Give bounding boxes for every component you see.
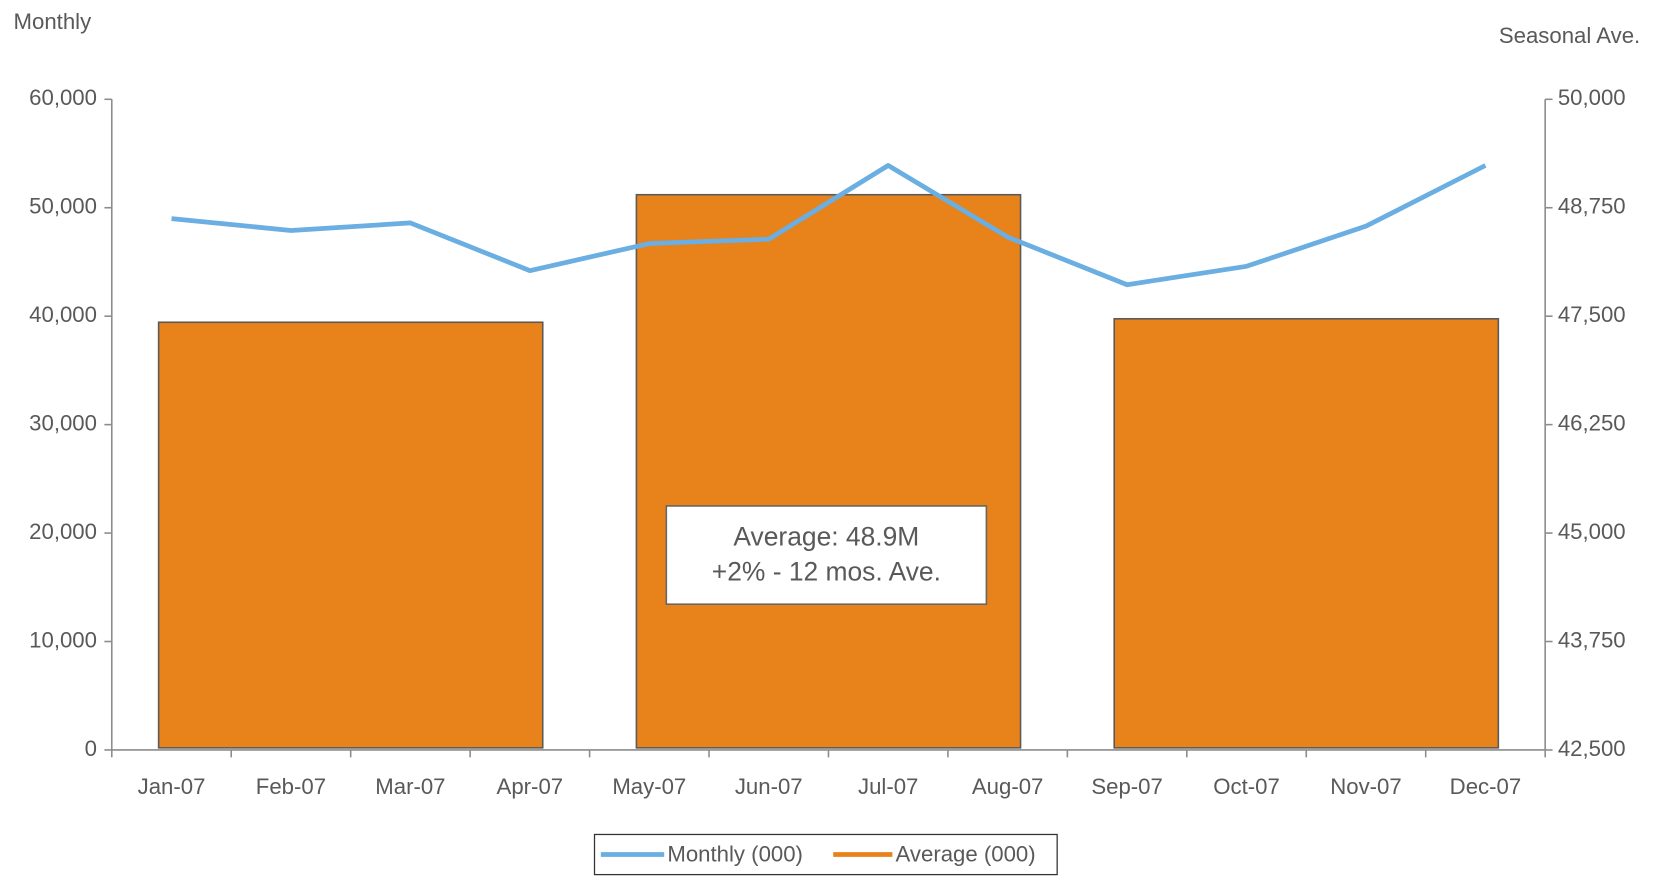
x-tick-label: Sep-07 xyxy=(1091,774,1163,799)
y2-tick-label: 45,000 xyxy=(1558,519,1626,544)
x-tick-label: Dec-07 xyxy=(1450,774,1521,799)
y-tick-label: 10,000 xyxy=(29,627,97,652)
x-tick-label: Mar-07 xyxy=(375,774,445,799)
y-tick-label: 40,000 xyxy=(29,302,97,327)
y-tick-label: 30,000 xyxy=(29,410,97,435)
bar xyxy=(157,321,544,749)
annotation: +2% - 12 mos. Ave. xyxy=(712,557,941,587)
y2-tick-label: 43,750 xyxy=(1558,627,1626,652)
y-tick-label: 20,000 xyxy=(29,519,97,544)
x-tick-label: Oct-07 xyxy=(1213,774,1280,799)
legend: Monthly (000) Average (000) xyxy=(593,833,1058,876)
x-tick-label: Apr-07 xyxy=(497,774,564,799)
line xyxy=(171,163,1487,288)
x-tick-label: May-07 xyxy=(612,774,686,799)
legend-label: Average (000) xyxy=(896,841,1036,866)
x-tick-label: Jul-07 xyxy=(858,774,918,799)
x-tick-label: Jan-07 xyxy=(138,774,206,799)
y-tick-label: 0 xyxy=(85,736,97,761)
x-tick-label: Jun-07 xyxy=(735,774,803,799)
y2-tick-label: 46,250 xyxy=(1558,410,1626,435)
y-tick-label: 60,000 xyxy=(29,85,97,110)
y2-tick-label: 50,000 xyxy=(1558,85,1626,110)
annotation-box xyxy=(665,505,988,605)
y2-axis-title: Seasonal Ave. xyxy=(1499,23,1640,48)
legend-box xyxy=(593,833,1058,876)
legend-label: Monthly (000) xyxy=(667,841,803,866)
bar xyxy=(635,193,1022,749)
y2-tick-label: 47,500 xyxy=(1558,302,1626,327)
bar xyxy=(1113,317,1500,749)
y2-tick-label: 48,750 xyxy=(1558,194,1626,219)
y-tick-label: 50,000 xyxy=(29,194,97,219)
x-tick-label: Aug-07 xyxy=(972,774,1044,799)
y2-tick-label: 42,500 xyxy=(1558,736,1626,761)
x-tick-label: Feb-07 xyxy=(256,774,326,799)
y-axis-title: Monthly xyxy=(14,9,93,34)
x-tick-label: Nov-07 xyxy=(1330,774,1401,799)
annotation: Average: 48.9M xyxy=(733,522,919,552)
